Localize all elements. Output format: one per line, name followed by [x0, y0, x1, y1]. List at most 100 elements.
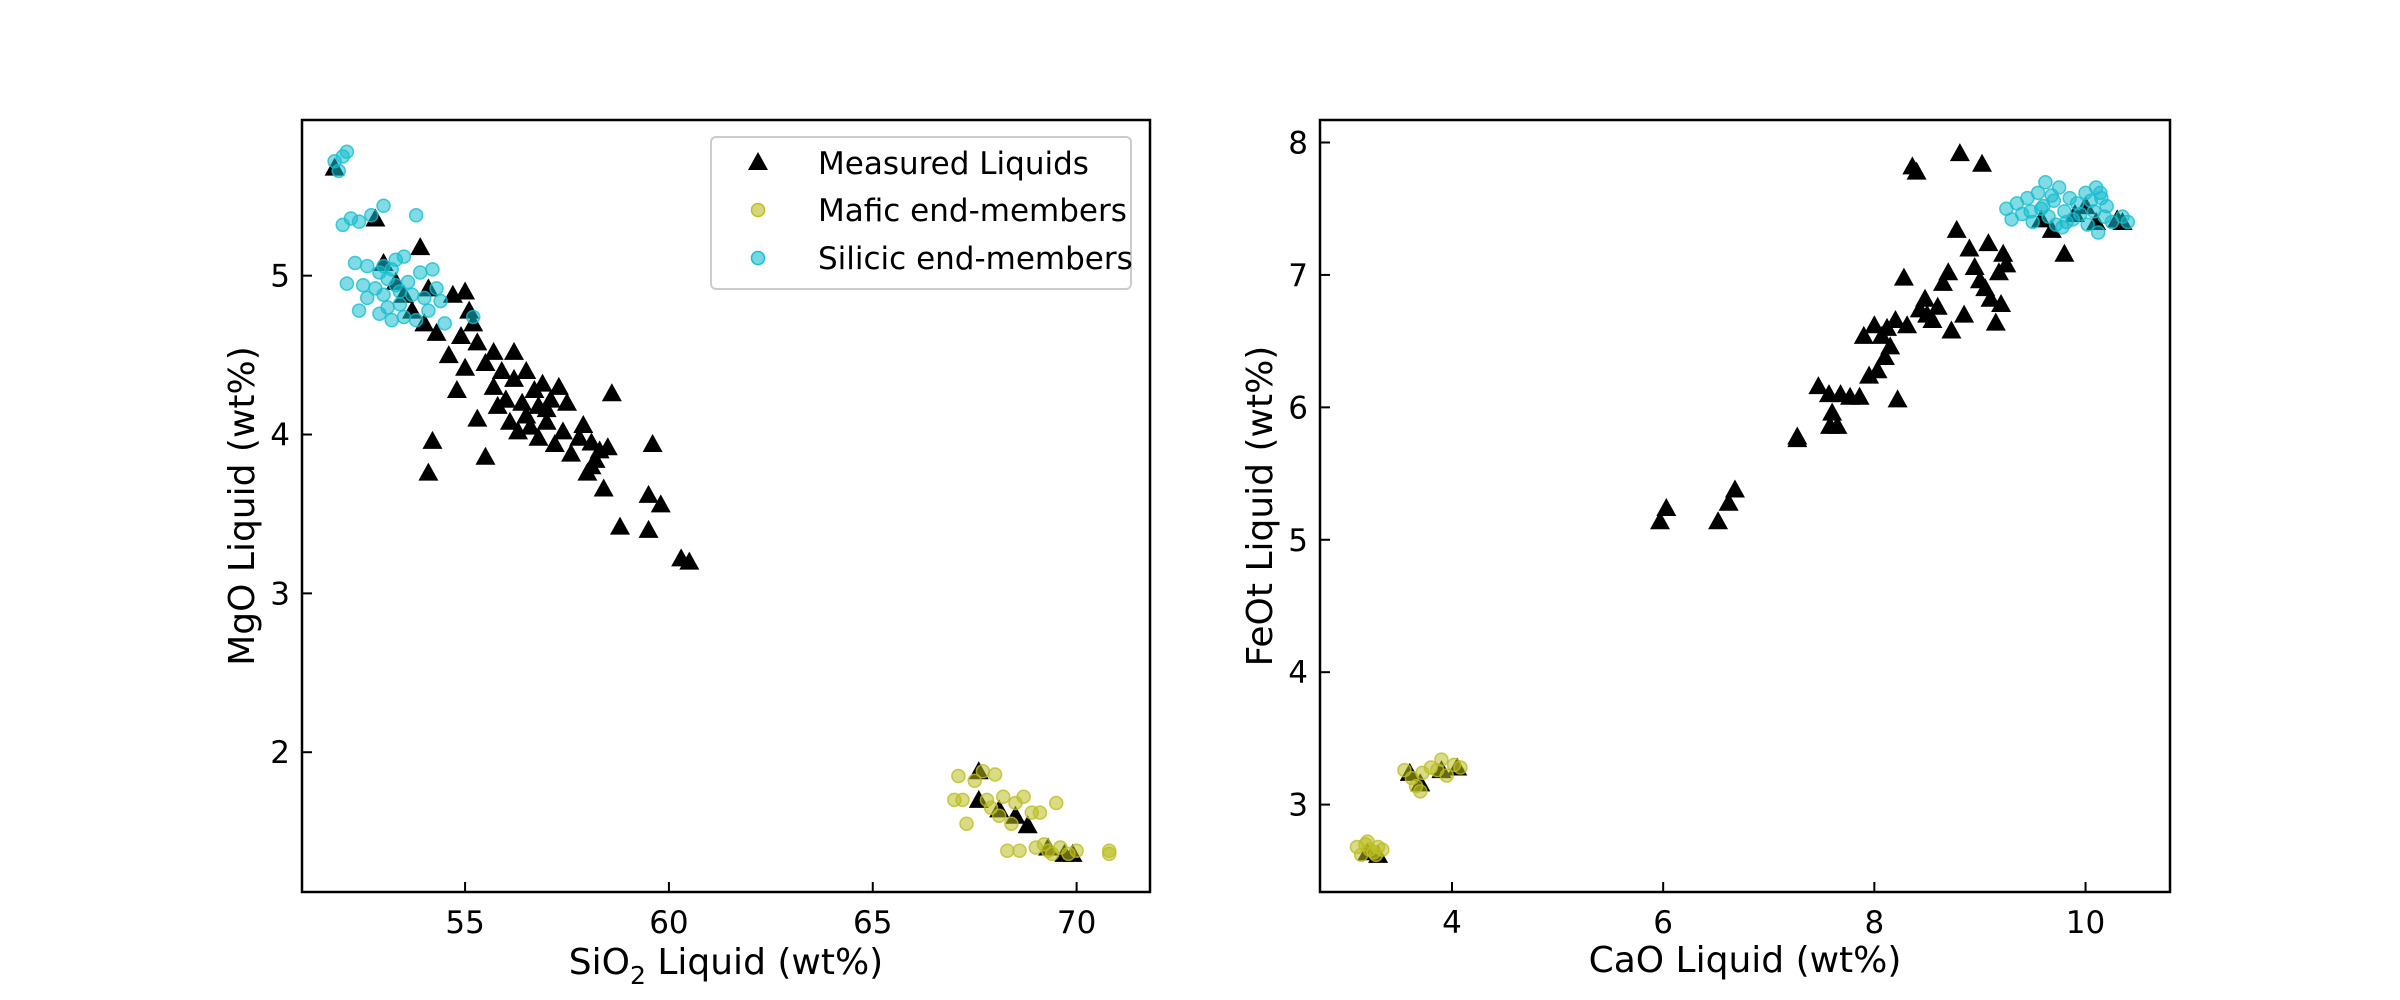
point-silicic-end-members-3: [339, 144, 355, 160]
point-silicic-end-members-17: [2072, 206, 2088, 222]
point-mafic-end-members-2: [959, 816, 974, 831]
x-tick-label-4: 4: [1442, 905, 1462, 941]
point-measured-liquids-18: [467, 408, 488, 427]
point-silicic-end-members-30: [412, 265, 428, 280]
point-measured-liquids-29: [1885, 309, 1906, 328]
point-measured-liquids-64: [495, 389, 516, 408]
point-silicic-end-members-29: [2120, 214, 2136, 230]
point-silicic-end-members-33: [2093, 185, 2108, 201]
y-tick-label-4: 4: [270, 418, 290, 454]
y-tick-label-5: 5: [270, 259, 290, 295]
point-measured-liquids-17: [1827, 415, 1848, 434]
point-silicic-end-members-36: [437, 316, 452, 331]
point-measured-liquids-66: [581, 456, 602, 475]
point-measured-liquids-32: [516, 360, 537, 379]
point-silicic-end-members-37: [465, 309, 481, 325]
point-measured-liquids-62: [422, 430, 443, 449]
point-silicic-end-members-28: [408, 312, 424, 328]
x-tick-label-8: 8: [1864, 905, 1884, 941]
point-measured-liquids-8: [1708, 511, 1729, 530]
point-measured-liquids-20: [1849, 386, 1870, 405]
point-measured-liquids-57: [642, 434, 663, 453]
point-silicic-end-members-35: [2059, 214, 2074, 230]
legend-marker-measured-liquids: [748, 152, 768, 170]
point-silicic-end-members-32: [421, 303, 436, 318]
point-silicic-end-members-31: [417, 290, 432, 306]
point-measured-liquids-46: [1959, 238, 1980, 257]
point-measured-liquids-32: [1897, 315, 1918, 334]
point-mafic-end-members-7: [987, 767, 1003, 782]
point-measured-liquids-57: [1996, 254, 2017, 273]
point-measured-liquids-34: [1906, 161, 1927, 180]
point-silicic-end-members-7: [351, 303, 367, 318]
point-measured-liquids-27: [504, 368, 524, 387]
point-silicic-end-members-20: [384, 312, 399, 328]
point-mafic-end-members-9: [995, 789, 1011, 804]
left-panel-marks: [324, 144, 1117, 862]
point-measured-liquids-28: [504, 341, 524, 360]
point-mafic-end-members-15: [1434, 752, 1449, 767]
x-tick-label-65: 65: [853, 905, 892, 941]
point-measured-liquids-43: [557, 392, 577, 411]
point-measured-liquids-55: [638, 484, 659, 503]
x-tick-label-70: 70: [1057, 905, 1096, 941]
point-measured-liquids-63: [455, 281, 476, 300]
point-measured-liquids-58: [650, 494, 671, 513]
point-measured-liquids-30: [1887, 389, 1908, 408]
point-measured-liquids-26: [499, 411, 520, 430]
right-panel-ticks: 4 6 8 10 3 4 5 6 7 8: [1288, 126, 2105, 941]
point-silicic-end-members-34: [429, 281, 444, 296]
point-mafic-end-members-25: [947, 792, 962, 808]
x-tick-label-10: 10: [2066, 905, 2105, 941]
point-measured-liquids-29: [508, 421, 529, 440]
x-tick-label-55: 55: [445, 905, 484, 941]
point-mafic-end-members-4: [975, 764, 991, 779]
point-measured-liquids-23: [1864, 315, 1885, 334]
point-measured-liquids-45: [569, 427, 590, 446]
point-silicic-end-members-10: [359, 290, 375, 306]
point-measured-liquids-47: [1964, 256, 1985, 275]
point-silicic-end-members-11: [359, 258, 375, 274]
y-tick-label-3: 3: [1288, 788, 1308, 824]
point-silicic-end-members-34: [2023, 204, 2038, 219]
point-measured-liquids-33: [520, 416, 541, 435]
point-measured-liquids-51: [593, 478, 614, 497]
right-panel-y-axis-label: FeOt Liquid (wt%): [1240, 346, 1281, 667]
point-measured-liquids-36: [1915, 288, 1936, 307]
point-measured-liquids-55: [1991, 294, 2012, 313]
point-silicic-end-members-41: [372, 306, 387, 322]
legend-marker-silicic-end-members: [750, 250, 766, 266]
point-measured-liquids-40: [544, 434, 565, 453]
point-mafic-end-members-26: [1000, 843, 1015, 858]
point-mafic-end-members-19: [1048, 795, 1064, 811]
x-tick-label-60: 60: [649, 905, 688, 941]
point-measured-liquids-52: [1980, 288, 2001, 307]
y-tick-label-6: 6: [1288, 390, 1308, 426]
point-mafic-end-members-8: [1368, 847, 1384, 863]
point-mafic-end-members-0: [951, 768, 966, 784]
point-mafic-end-members-13: [1016, 789, 1031, 804]
point-silicic-end-members-29: [408, 208, 424, 223]
point-measured-liquids-6: [410, 237, 431, 256]
point-silicic-end-members-26: [2099, 198, 2114, 214]
point-mafic-end-members-10: [1004, 816, 1019, 831]
point-measured-liquids-38: [536, 411, 557, 430]
point-measured-liquids-61: [418, 462, 439, 481]
point-measured-liquids-71: [1017, 815, 1038, 834]
point-measured-liquids-37: [532, 373, 553, 392]
point-silicic-end-members-6: [347, 255, 363, 271]
point-measured-liquids-7: [414, 313, 435, 332]
point-silicic-end-members-27: [404, 287, 420, 302]
point-measured-liquids-48: [581, 432, 602, 451]
point-measured-liquids-39: [1927, 296, 1948, 315]
point-silicic-end-members-39: [388, 277, 404, 293]
point-silicic-end-members-5: [339, 276, 355, 291]
point-measured-liquids-16: [1822, 402, 1843, 421]
point-measured-liquids-44: [561, 443, 582, 462]
point-silicic-end-members-40: [376, 258, 391, 274]
point-silicic-end-members-1: [331, 163, 346, 179]
point-mafic-end-members-16: [1032, 805, 1048, 820]
x-tick-label-6: 6: [1653, 905, 1673, 941]
point-silicic-end-members-16: [376, 198, 391, 214]
point-mafic-end-members-24: [1101, 846, 1117, 862]
